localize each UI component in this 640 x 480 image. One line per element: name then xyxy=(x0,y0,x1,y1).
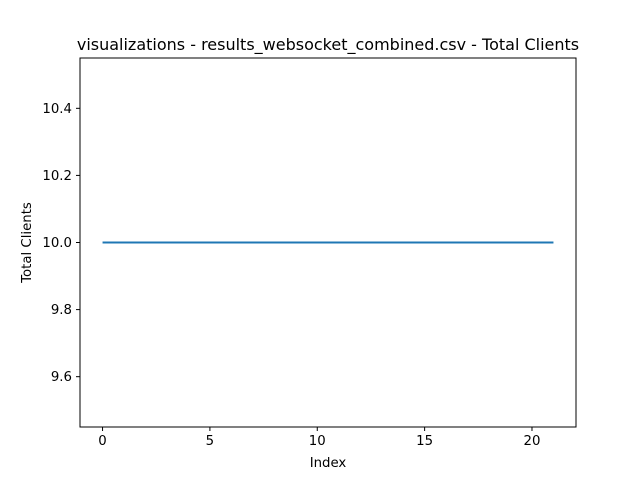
y-tick-label: 10.4 xyxy=(42,102,72,117)
x-tick-label: 20 xyxy=(524,434,541,449)
y-tick-label: 10.0 xyxy=(42,236,72,251)
y-axis-label: Total Clients xyxy=(20,202,35,284)
y-tick-label: 9.8 xyxy=(51,303,72,318)
x-axis-label: Index xyxy=(310,456,347,471)
chart-title: visualizations - results_websocket_combi… xyxy=(77,35,579,55)
y-tick-label: 10.2 xyxy=(42,169,72,184)
x-axis-ticks: 0 5 10 15 20 xyxy=(98,427,540,449)
y-tick-label: 9.6 xyxy=(51,370,72,385)
x-tick-label: 10 xyxy=(309,434,326,449)
y-axis-ticks: 9.6 9.8 10.0 10.2 10.4 xyxy=(42,102,80,385)
x-tick-label: 0 xyxy=(98,434,106,449)
x-tick-label: 5 xyxy=(206,434,214,449)
x-tick-label: 15 xyxy=(416,434,433,449)
